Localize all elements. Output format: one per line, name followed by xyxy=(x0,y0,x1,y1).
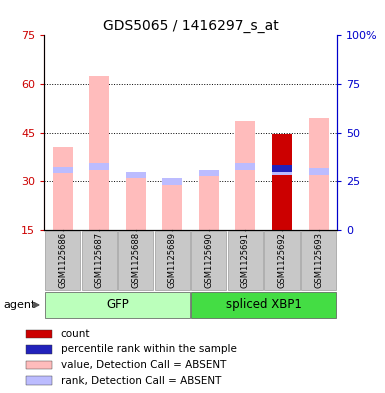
Bar xyxy=(308,118,329,230)
Bar xyxy=(45,292,190,318)
Bar xyxy=(199,173,219,230)
Text: GSM1125687: GSM1125687 xyxy=(95,232,104,288)
Bar xyxy=(272,168,292,175)
Bar xyxy=(89,163,109,170)
Text: GSM1125691: GSM1125691 xyxy=(241,232,250,288)
Bar xyxy=(155,231,190,290)
Bar xyxy=(191,292,336,318)
Bar xyxy=(199,170,219,176)
Bar xyxy=(272,165,292,171)
Text: count: count xyxy=(61,329,90,339)
Bar xyxy=(162,178,182,184)
Bar xyxy=(272,134,292,230)
Bar xyxy=(228,231,263,290)
Text: GSM1125692: GSM1125692 xyxy=(278,232,286,288)
Text: GSM1125688: GSM1125688 xyxy=(131,232,140,288)
Bar xyxy=(126,173,146,230)
Text: agent: agent xyxy=(4,300,36,310)
Bar xyxy=(52,147,73,230)
Title: GDS5065 / 1416297_s_at: GDS5065 / 1416297_s_at xyxy=(103,19,278,33)
Bar xyxy=(82,231,117,290)
Text: value, Detection Call = ABSENT: value, Detection Call = ABSENT xyxy=(61,360,226,370)
Text: GSM1125693: GSM1125693 xyxy=(314,232,323,288)
Text: GFP: GFP xyxy=(106,298,129,311)
Text: spliced XBP1: spliced XBP1 xyxy=(226,298,302,311)
Bar xyxy=(26,330,52,338)
Bar xyxy=(89,76,109,230)
Bar xyxy=(118,231,153,290)
Bar xyxy=(235,121,256,230)
Bar xyxy=(191,231,226,290)
Text: percentile rank within the sample: percentile rank within the sample xyxy=(61,345,236,354)
Bar xyxy=(162,183,182,230)
Bar xyxy=(301,231,336,290)
Bar xyxy=(26,345,52,354)
Bar xyxy=(52,167,73,173)
Text: GSM1125689: GSM1125689 xyxy=(168,232,177,288)
Bar xyxy=(264,231,300,290)
Text: GSM1125686: GSM1125686 xyxy=(58,232,67,288)
Bar xyxy=(26,376,52,385)
Text: GSM1125690: GSM1125690 xyxy=(204,232,213,288)
Bar xyxy=(235,163,256,170)
Text: rank, Detection Call = ABSENT: rank, Detection Call = ABSENT xyxy=(61,376,221,386)
Bar xyxy=(45,231,80,290)
Bar xyxy=(308,168,329,175)
Bar xyxy=(126,171,146,178)
Bar xyxy=(26,361,52,369)
